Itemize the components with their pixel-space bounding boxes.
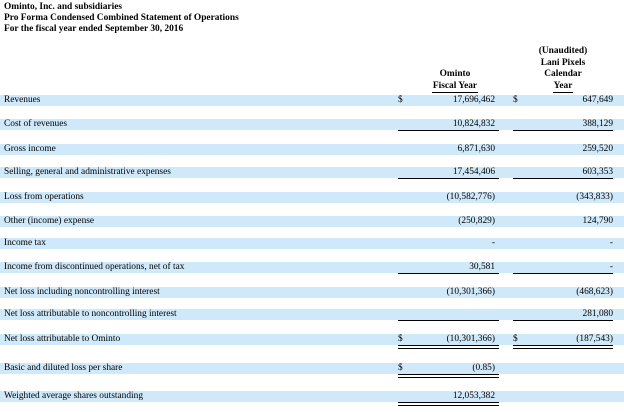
lani-pixels-value: (468,623): [576, 287, 613, 297]
dollar-sign: $: [398, 334, 403, 344]
lani-pixels-value: (187,543): [576, 334, 613, 344]
ominto-value: -: [491, 238, 495, 248]
table-row: Basic and diluted loss per share $ (0.85): [0, 363, 624, 374]
column-header-line: Lani Pixels: [540, 57, 586, 68]
table-row: Loss from operations (10,582,776) (343,833…: [0, 192, 624, 203]
table-row: Gross income 6,871,630 259,520: [0, 144, 624, 155]
dollar-sign: $: [513, 334, 518, 344]
underline-rule: [513, 178, 613, 179]
column-header-line: Calendar: [544, 69, 582, 79]
statement-title: Pro Forma Condensed Combined Statement o…: [4, 13, 239, 23]
underline-rule: [398, 345, 499, 349]
dollar-sign: $: [513, 95, 518, 105]
underline-rule: [513, 320, 613, 321]
table-row: Net loss attributable to Ominto $ (10,301,…: [0, 334, 624, 345]
underline-rule: [398, 402, 499, 406]
underline-rule: [398, 374, 499, 378]
row-label: Weighted average shares outstanding: [4, 391, 144, 401]
ominto-value: 17,696,462: [452, 95, 495, 105]
column-header-line: Fiscal Year: [431, 81, 479, 93]
table-row: Revenues $17,696,462 $647,649: [0, 95, 624, 106]
column-header-line: Ominto: [439, 69, 471, 79]
ominto-value: (10,301,366): [446, 334, 495, 344]
ominto-value: 10,824,832: [452, 119, 495, 129]
row-label: Loss from operations: [4, 192, 84, 202]
row-label: Net loss attributable to Ominto: [4, 334, 121, 344]
row-label: Gross income: [4, 144, 56, 154]
lani-pixels-value: 259,520: [582, 144, 613, 154]
underline-rule: [398, 178, 499, 179]
lani-pixels-value: 388,129: [582, 119, 613, 129]
column-header-line: (Unaudited): [538, 46, 588, 56]
table-row: Income from discontinued operations, net…: [0, 262, 624, 273]
table-row: Cost of revenues 10,824,832 388,129: [0, 119, 624, 130]
ominto-value: (0.85): [472, 363, 495, 373]
underline-rule: [398, 273, 499, 274]
lani-pixels-value: (343,833): [576, 192, 613, 202]
table-row: Other (income) expense (250,829) 124,790: [0, 216, 624, 227]
table-row: Weighted average shares outstanding 12,05…: [0, 391, 624, 402]
row-label: Basic and diluted loss per share: [4, 363, 123, 373]
table-row: Net loss attributable to noncontrolling …: [0, 309, 624, 320]
row-label: Selling, general and administrative expe…: [4, 167, 171, 177]
column-header-ominto: Ominto Fiscal Year: [410, 69, 500, 93]
table-row: Income tax - -: [0, 238, 624, 249]
ominto-value: 30,581: [469, 262, 495, 272]
lani-pixels-value: -: [609, 238, 613, 248]
column-header-line: Year: [552, 81, 574, 93]
ominto-value: 17,454,406: [452, 167, 495, 177]
underline-rule: [398, 320, 499, 321]
row-label: Income tax: [4, 238, 46, 248]
lani-pixels-value: 124,790: [582, 216, 613, 226]
statement-header: Ominto, Inc. and subsidiaries Pro Forma …: [4, 2, 239, 35]
ominto-value: 6,871,630: [457, 144, 496, 154]
row-label: Income from discontinued operations, net…: [4, 262, 185, 272]
statement-period: For the fiscal year ended September 30, …: [4, 24, 184, 34]
company-name: Ominto, Inc. and subsidiaries: [4, 2, 122, 12]
dollar-sign: $: [398, 363, 403, 373]
dollar-sign: $: [398, 95, 403, 105]
lani-pixels-value: 281,080: [582, 309, 613, 319]
column-header-lani-pixels: (Unaudited) Lani Pixels Calendar Year: [518, 46, 608, 93]
row-label: Net loss attributable to noncontrolling …: [4, 309, 177, 319]
underline-rule: [398, 130, 499, 131]
underline-rule: [513, 273, 613, 274]
underline-rule: [513, 345, 613, 349]
ominto-value: (10,301,366): [446, 287, 495, 297]
ominto-value: (250,829): [458, 216, 495, 226]
lani-pixels-value: 647,649: [582, 95, 613, 105]
row-label: Other (income) expense: [4, 216, 95, 226]
underline-rule: [513, 130, 613, 131]
row-label: Net loss including noncontrolling intere…: [4, 287, 160, 297]
ominto-value: (10,582,776): [446, 192, 495, 202]
ominto-value: 12,053,382: [452, 391, 495, 401]
lani-pixels-value: -: [609, 262, 613, 272]
table-row: Net loss including noncontrolling intere…: [0, 287, 624, 298]
row-label: Revenues: [4, 95, 41, 105]
lani-pixels-value: 603,353: [582, 167, 613, 177]
row-label: Cost of revenues: [4, 119, 68, 129]
table-row: Selling, general and administrative expe…: [0, 167, 624, 178]
